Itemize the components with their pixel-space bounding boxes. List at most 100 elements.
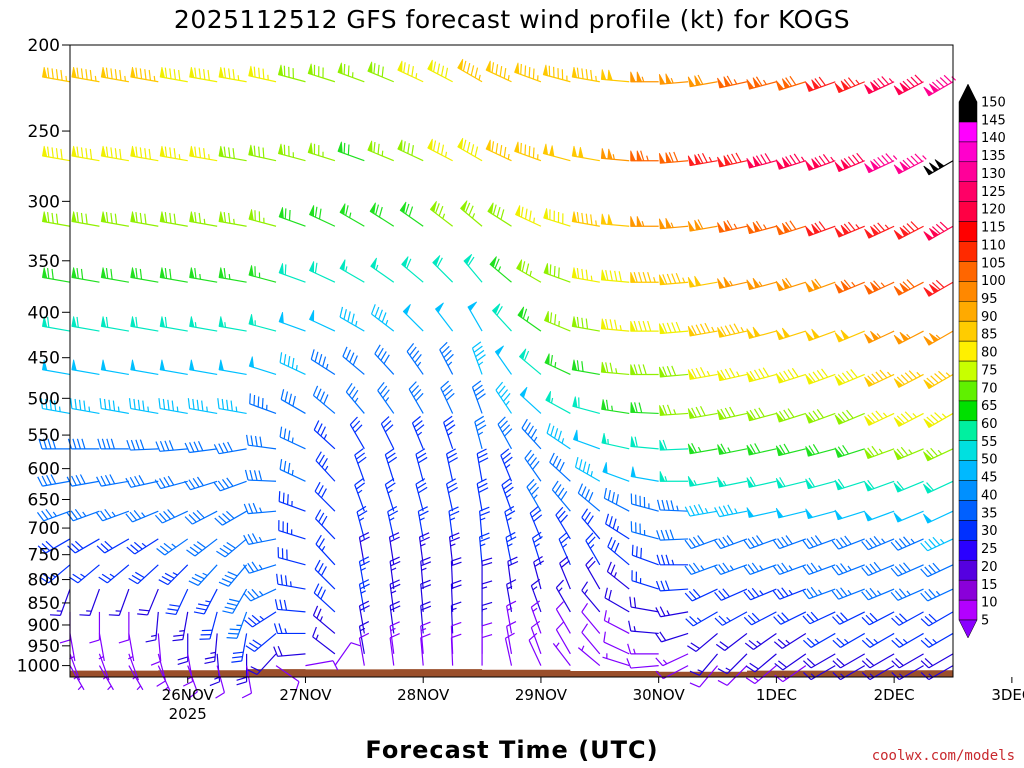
wind-barb [516, 259, 542, 283]
wind-barb [528, 632, 542, 666]
wind-barb [277, 64, 306, 83]
wind-barb [243, 533, 277, 545]
wind-barb [923, 447, 954, 462]
wind-barb [775, 220, 807, 236]
wind-barb [685, 611, 718, 627]
wind-barb [399, 201, 424, 227]
wind-barb [408, 381, 424, 414]
wind-barb [279, 426, 306, 450]
wind-barb [479, 532, 490, 565]
wind-barb [354, 448, 367, 482]
wind-barb [603, 487, 630, 512]
colorbar-swatch [958, 420, 978, 441]
wind-barb [98, 564, 130, 584]
wind-barb [659, 404, 689, 416]
wind-barb [41, 359, 71, 376]
wind-barb [308, 261, 336, 283]
wind-barb [743, 611, 777, 626]
wind-barb [602, 653, 630, 667]
wind-barb [629, 596, 659, 613]
y-tick-label: 350 [28, 252, 60, 272]
colorbar-tick-label: 130 [981, 167, 1006, 182]
colorbar-tick-label: 70 [981, 381, 998, 396]
wind-barb [571, 359, 600, 376]
wind-barb [574, 456, 601, 482]
wind-barb [481, 601, 493, 634]
wind-barb [714, 504, 748, 518]
wind-barb [893, 153, 927, 175]
wind-barb [70, 398, 100, 415]
wind-barb [923, 412, 954, 428]
wind-barb [495, 381, 512, 414]
wind-barb [658, 73, 689, 85]
wind-barb [630, 364, 659, 376]
wind-barb [314, 559, 336, 590]
wind-barb [39, 564, 71, 584]
wind-barb [159, 211, 188, 227]
wind-barb [585, 556, 601, 590]
wind-barb [805, 76, 836, 92]
wind-barb [659, 471, 689, 482]
colorbar-tick-label: 15 [981, 578, 998, 593]
wind-barb [189, 145, 218, 162]
wind-barb [805, 408, 836, 424]
wind-barb [420, 601, 432, 634]
wind-barb [397, 139, 424, 162]
wind-barb [746, 153, 777, 169]
wind-barb [159, 145, 188, 162]
wind-barb [543, 208, 571, 227]
wind-barb [581, 508, 601, 540]
wind-barb [337, 62, 365, 83]
wind-barb [775, 408, 807, 423]
colorbar-swatch [958, 221, 978, 242]
wind-barb [389, 633, 400, 666]
y-tick-label: 300 [28, 192, 60, 212]
wind-barb [476, 448, 489, 482]
wind-barb [893, 446, 924, 461]
x-tick-label: 1DEC [756, 686, 797, 704]
colorbar-swatch [958, 340, 978, 362]
wind-barb [802, 535, 836, 550]
wind-barb [893, 221, 924, 240]
wind-barb [187, 398, 218, 415]
wind-barb [630, 71, 659, 83]
wind-barb [603, 631, 630, 655]
colorbar-swatch [958, 101, 978, 123]
wind-barb [189, 267, 218, 283]
wind-barb [890, 536, 924, 551]
wind-barb [687, 632, 718, 652]
wind-barb [358, 621, 370, 654]
wind-barb [501, 478, 514, 512]
wind-barb [100, 267, 129, 283]
wind-barb [923, 221, 954, 241]
colorbar-tick-label: 120 [981, 203, 1006, 218]
wind-barb [774, 653, 807, 671]
wind-barb [387, 505, 399, 540]
wind-barb [130, 145, 159, 162]
wind-barb [864, 280, 895, 295]
wind-barb [415, 478, 428, 512]
wind-barb [805, 278, 836, 293]
wind-barb [310, 349, 336, 375]
wind-barb [551, 480, 571, 512]
y-tick-label: 500 [28, 389, 60, 409]
colorbar-swatch [958, 440, 978, 461]
wind-barb [834, 369, 865, 386]
wind-barb [339, 203, 365, 227]
wind-barb [507, 556, 519, 590]
wind-barb [354, 478, 366, 512]
wind-barb [893, 510, 924, 523]
wind-barb [401, 256, 424, 283]
wind-barb [217, 398, 247, 415]
wind-barb [627, 643, 659, 655]
wind-barb [713, 535, 748, 550]
credit-link[interactable]: coolwx.com/models [872, 748, 1015, 764]
wind-barb [367, 61, 394, 83]
wind-barb [420, 633, 431, 666]
wind-barb [450, 579, 462, 612]
colorbar-swatch [958, 599, 978, 621]
wind-barb [71, 211, 100, 227]
wind-barb [717, 220, 748, 233]
wind-barb [655, 606, 689, 618]
wind-barb [37, 538, 71, 554]
